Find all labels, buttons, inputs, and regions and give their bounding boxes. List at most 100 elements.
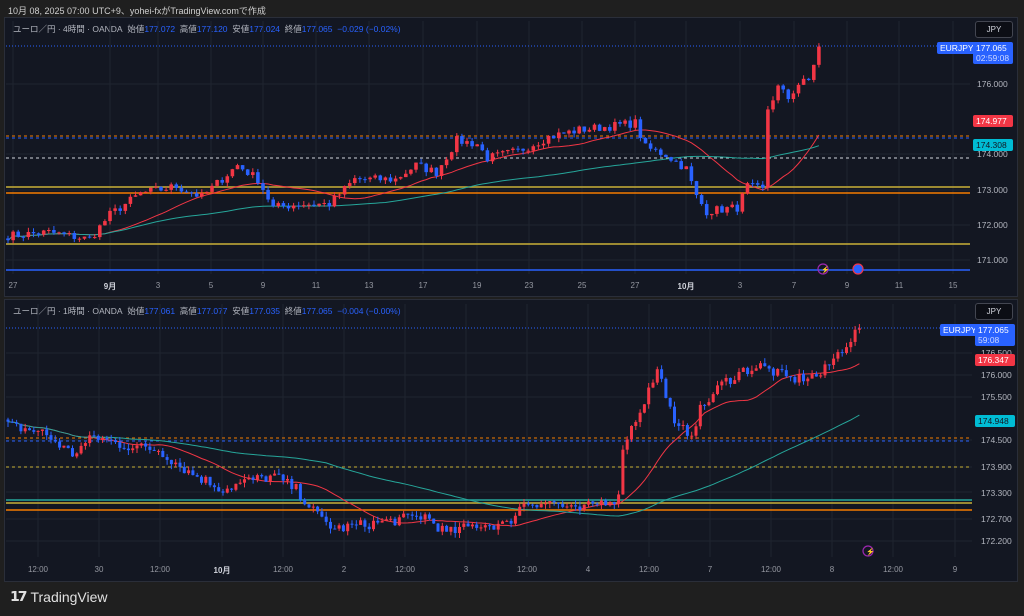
time-tick: 9 bbox=[260, 281, 266, 290]
currency-button[interactable]: JPY bbox=[975, 303, 1013, 320]
candle-body bbox=[500, 521, 505, 524]
candle-body bbox=[10, 421, 14, 423]
candle-body bbox=[276, 203, 281, 207]
candle-body bbox=[470, 524, 474, 527]
candle-body bbox=[23, 428, 27, 432]
candle-body bbox=[689, 166, 694, 182]
candle-body bbox=[725, 207, 729, 213]
candle-body bbox=[98, 225, 102, 238]
close-value: 177.065 bbox=[301, 24, 333, 34]
candle-body bbox=[398, 177, 403, 179]
candle-body bbox=[735, 204, 740, 212]
candle-body bbox=[264, 476, 268, 482]
last-price: 177.065 bbox=[976, 43, 1007, 53]
candle-body bbox=[31, 232, 36, 234]
candle-body bbox=[363, 520, 367, 527]
candle-body bbox=[857, 328, 861, 330]
candle-body bbox=[256, 172, 260, 184]
candle-body bbox=[138, 192, 143, 196]
candle-body bbox=[388, 177, 393, 182]
candle-body bbox=[618, 122, 622, 124]
price-tick: 174.500 bbox=[981, 435, 1012, 445]
candle-body bbox=[664, 154, 668, 158]
candle-body bbox=[184, 191, 189, 193]
price-tick: 176.000 bbox=[981, 370, 1012, 380]
candle-body bbox=[715, 385, 720, 395]
candle-body bbox=[483, 525, 487, 528]
candle-body bbox=[496, 523, 500, 530]
candle-body bbox=[108, 210, 112, 222]
candle-body bbox=[225, 176, 230, 183]
candle-body bbox=[669, 157, 673, 161]
candle-body bbox=[404, 173, 408, 178]
candle-body bbox=[604, 500, 608, 506]
time-tick: 9 bbox=[844, 281, 850, 290]
candle-body bbox=[763, 363, 767, 367]
candle-body bbox=[608, 127, 612, 131]
candle-body bbox=[311, 506, 315, 508]
candle-body bbox=[393, 178, 398, 182]
tradingview-logo[interactable]: 𝟭𝟳 TradingView bbox=[10, 588, 108, 605]
candle-body bbox=[793, 376, 797, 383]
candle-body bbox=[737, 371, 741, 381]
candle-body bbox=[659, 149, 663, 155]
candle-body bbox=[449, 526, 453, 532]
candle-body bbox=[273, 473, 277, 476]
candle-body bbox=[169, 459, 173, 465]
time-tick: 12:00 bbox=[760, 565, 782, 574]
candle-body bbox=[378, 175, 383, 181]
candle-body bbox=[240, 165, 245, 170]
candle-body bbox=[551, 135, 556, 139]
candle-body bbox=[535, 504, 539, 508]
chart-panel-4h[interactable]: ユーロ／円 · 4時間 · OANDA 始値177.072 高値177.120 … bbox=[4, 17, 1018, 297]
candle-body bbox=[393, 518, 397, 526]
candle-body bbox=[354, 524, 358, 526]
candle-body bbox=[70, 448, 75, 457]
candle-body bbox=[238, 482, 242, 484]
candle-body bbox=[367, 526, 371, 530]
candle-body bbox=[565, 506, 569, 508]
candle-body bbox=[506, 150, 510, 152]
close-label: 終値 bbox=[284, 24, 302, 34]
candle-body bbox=[281, 203, 286, 207]
candle-body bbox=[58, 441, 62, 448]
candle-body bbox=[154, 186, 158, 188]
candle-body bbox=[92, 237, 97, 239]
candle-body bbox=[109, 439, 113, 441]
candle-body bbox=[16, 231, 20, 237]
candle-body bbox=[668, 397, 672, 407]
candle-body bbox=[251, 172, 255, 175]
candle-body bbox=[88, 435, 92, 444]
tradingview-logo-icon: 𝟭𝟳 bbox=[10, 588, 28, 604]
candle-body bbox=[434, 167, 439, 176]
open-value: 177.072 bbox=[144, 24, 176, 34]
time-tick: 13 bbox=[364, 281, 374, 290]
candle-body bbox=[724, 377, 728, 382]
candle-body bbox=[681, 425, 685, 427]
high-value: 177.077 bbox=[196, 306, 228, 316]
candle-body bbox=[552, 501, 556, 503]
candle-body bbox=[271, 199, 275, 207]
candle-body bbox=[296, 205, 301, 207]
currency-button[interactable]: JPY bbox=[975, 21, 1013, 38]
candle-body bbox=[208, 476, 212, 486]
ma-long-line bbox=[7, 145, 820, 241]
price-tick: 176.500 bbox=[981, 348, 1012, 358]
candle-body bbox=[679, 161, 683, 170]
candle-body bbox=[511, 148, 515, 151]
candle-body bbox=[317, 203, 321, 206]
candle-body bbox=[531, 146, 536, 151]
candle-body bbox=[518, 506, 522, 516]
candle-body bbox=[298, 483, 302, 500]
candle-body bbox=[373, 175, 377, 178]
candle-body bbox=[617, 494, 621, 505]
time-tick: 27 bbox=[8, 281, 18, 290]
candle-body bbox=[92, 435, 96, 437]
ma-short-line bbox=[7, 129, 820, 241]
candle-body bbox=[66, 445, 70, 449]
time-tick: 30 bbox=[94, 565, 104, 574]
candle-body bbox=[427, 514, 431, 519]
candle-body bbox=[653, 148, 658, 150]
candle-body bbox=[781, 85, 785, 90]
